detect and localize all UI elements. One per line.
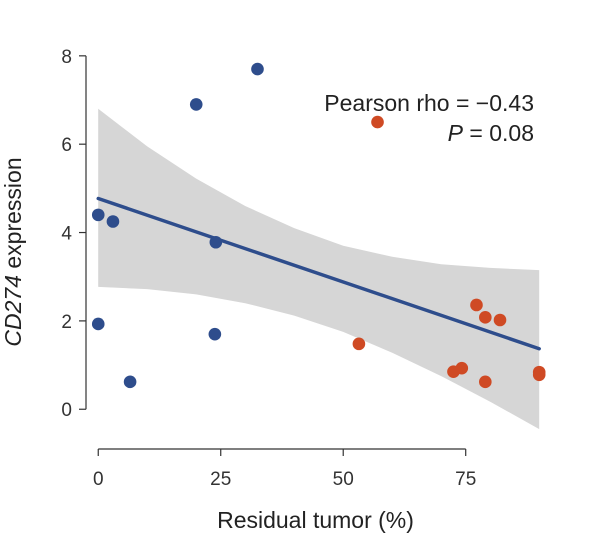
- data-point-s1-5: [479, 311, 492, 324]
- data-point-s1-6: [493, 313, 507, 327]
- x-tick-label-3: 75: [455, 469, 476, 490]
- data-point-s0-6: [208, 327, 222, 341]
- y-ticks: 0 2 4 6 8: [61, 47, 86, 421]
- data-point-s1-0: [371, 115, 384, 129]
- p-value: = 0.08: [463, 120, 534, 146]
- fit-line-layer: [96, 196, 541, 351]
- confidence-band: [98, 108, 540, 430]
- data-point-s1-3: [455, 361, 469, 375]
- y-tick-label-1: 2: [61, 312, 72, 333]
- y-axis-title-gene: CD274: [0, 275, 26, 347]
- data-point-s0-0: [91, 208, 105, 222]
- data-point-s1-7: [479, 375, 492, 389]
- x-tick-label-1: 25: [210, 469, 231, 490]
- data-point-s0-5: [209, 235, 223, 249]
- x-tick-label-2: 50: [333, 469, 354, 490]
- p-value-annotation: P = 0.08: [448, 120, 534, 146]
- data-point-s1-1: [352, 337, 366, 351]
- data-point-s1-9: [532, 368, 546, 382]
- axes: 0 2 4 6 8 0 25 50 75: [61, 47, 476, 490]
- y-axis-title-rest: expression: [0, 157, 26, 275]
- y-tick-label-0: 0: [61, 400, 72, 421]
- data-point-s0-4: [189, 98, 203, 111]
- y-tick-label-4: 8: [61, 47, 72, 68]
- data-points: [91, 62, 546, 389]
- data-point-s1-4: [470, 298, 483, 312]
- p-label: P: [448, 120, 464, 146]
- data-point-s0-7: [251, 62, 264, 76]
- y-axis-title: CD274 expression: [0, 157, 26, 346]
- data-point-s0-1: [106, 215, 120, 228]
- correlation-annotation: Pearson rho = −0.43: [324, 90, 534, 116]
- y-tick-label-2: 4: [61, 224, 72, 245]
- data-point-s0-2: [91, 317, 105, 331]
- y-tick-label-3: 6: [61, 135, 72, 156]
- x-tick-label-0: 0: [93, 469, 104, 490]
- x-axis-title: Residual tumor (%): [217, 507, 414, 533]
- regression-line: [96, 196, 541, 351]
- data-point-s0-3: [123, 375, 137, 389]
- confidence-band-layer: [98, 108, 540, 430]
- x-ticks: 0 25 50 75: [93, 449, 476, 490]
